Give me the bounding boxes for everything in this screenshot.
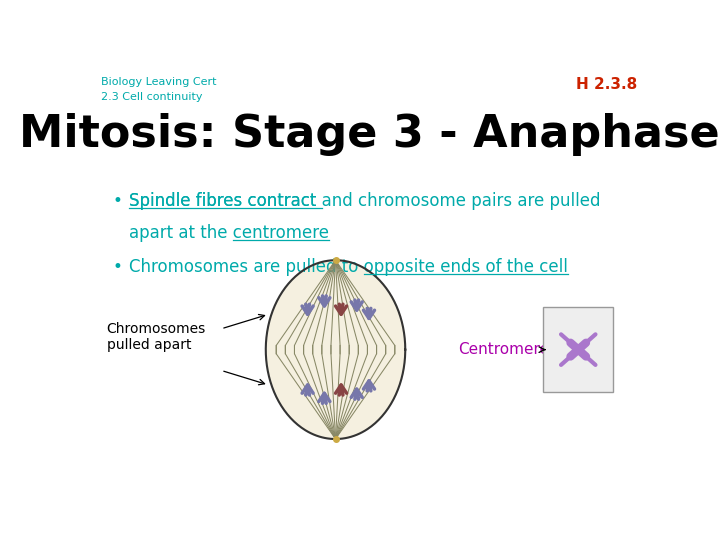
Text: Spindle fibres contract: Spindle fibres contract (129, 192, 322, 210)
Text: Spindle fibres contract and chromosome pairs are pulled: Spindle fibres contract and chromosome p… (129, 192, 600, 210)
Text: Biology Leaving Cert: Biology Leaving Cert (101, 77, 217, 87)
Polygon shape (266, 260, 405, 439)
Text: Mitosis: Stage 3 - Anaphase: Mitosis: Stage 3 - Anaphase (19, 113, 719, 156)
Text: •: • (112, 192, 122, 210)
Text: Chromosomes are pulled to opposite ends of the cell: Chromosomes are pulled to opposite ends … (129, 258, 568, 276)
Text: 2.3 Cell continuity: 2.3 Cell continuity (101, 92, 202, 102)
Text: Centromere: Centromere (459, 342, 549, 357)
Text: H 2.3.8: H 2.3.8 (575, 77, 637, 92)
Text: Chromosomes
pulled apart: Chromosomes pulled apart (107, 322, 206, 352)
FancyBboxPatch shape (544, 307, 613, 392)
Text: •: • (112, 258, 122, 276)
Text: apart at the centromere: apart at the centromere (129, 224, 329, 242)
